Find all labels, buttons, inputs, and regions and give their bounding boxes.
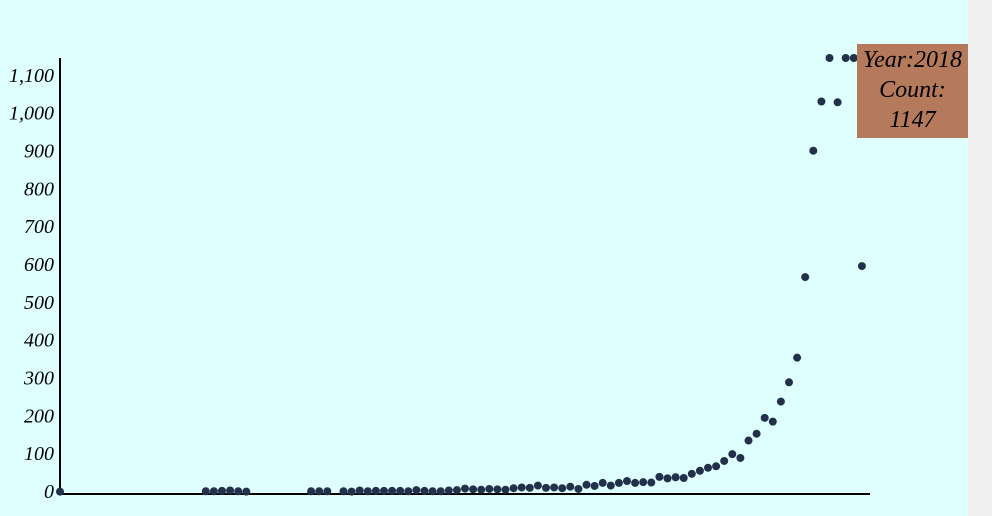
y-tick-label: 600	[24, 254, 54, 276]
data-point[interactable]	[825, 54, 834, 62]
data-point[interactable]	[218, 486, 226, 495]
data-point[interactable]	[720, 456, 729, 465]
tooltip-count-label: Count:	[879, 77, 946, 103]
data-point[interactable]	[809, 146, 818, 155]
data-point[interactable]	[736, 453, 745, 462]
data-point[interactable]	[461, 484, 469, 493]
data-point[interactable]	[679, 474, 688, 482]
data-point[interactable]	[728, 450, 737, 459]
y-tick-label: 200	[24, 405, 54, 427]
data-point[interactable]	[833, 98, 842, 107]
chart-area: 0 100 200 300 400 500 600 700 800 900 1,000 1,100 Y…	[0, 0, 968, 516]
data-point[interactable]	[226, 486, 235, 495]
data-point[interactable]	[695, 466, 704, 475]
data-point[interactable]	[849, 54, 858, 62]
data-point[interactable]	[323, 487, 332, 496]
data-point[interactable]	[56, 487, 64, 496]
data-point[interactable]	[315, 487, 324, 496]
tooltip-count-value: 1147	[889, 107, 936, 133]
data-point[interactable]	[760, 413, 769, 422]
data-point[interactable]	[525, 483, 534, 492]
data-point[interactable]	[550, 483, 559, 492]
vertical-scrollbar[interactable]	[968, 0, 992, 516]
y-tick-label: 300	[23, 367, 54, 389]
data-point[interactable]	[704, 463, 712, 472]
data-point[interactable]	[380, 486, 388, 495]
data-point[interactable]	[371, 486, 380, 495]
data-point[interactable]	[420, 486, 429, 495]
y-tick-label: 0	[44, 481, 54, 503]
data-point[interactable]	[242, 487, 251, 496]
y-tick-label: 900	[24, 140, 54, 162]
data-point[interactable]	[501, 485, 510, 494]
y-axis-ticks: 0 100 200 300 400 500 600 700 800 900 1,000 1,100	[9, 65, 54, 503]
y-tick-label: 400	[24, 330, 54, 352]
data-point[interactable]	[477, 485, 486, 494]
data-point[interactable]	[412, 486, 421, 495]
data-point[interactable]	[388, 486, 397, 495]
data-point[interactable]	[776, 397, 785, 406]
data-point[interactable]	[793, 353, 802, 362]
y-tick-label: 800	[24, 178, 54, 200]
data-point[interactable]	[347, 487, 356, 496]
data-point[interactable]	[590, 481, 599, 490]
data-point[interactable]	[785, 378, 793, 387]
data-point[interactable]	[817, 97, 826, 106]
data-points	[56, 54, 866, 496]
data-point[interactable]	[428, 487, 437, 496]
data-point[interactable]	[712, 462, 721, 471]
data-point[interactable]	[687, 469, 696, 478]
data-point[interactable]	[566, 482, 575, 491]
y-tick-label: 700	[24, 216, 54, 238]
data-point[interactable]	[841, 54, 850, 62]
data-point[interactable]	[631, 478, 640, 487]
data-point[interactable]	[558, 484, 567, 493]
data-tooltip: Year:2018 Count: 1147	[857, 44, 968, 138]
data-point[interactable]	[355, 486, 364, 495]
data-point[interactable]	[404, 487, 413, 496]
data-point[interactable]	[542, 483, 550, 492]
data-point[interactable]	[517, 483, 526, 492]
y-tick-label: 1,000	[9, 103, 54, 125]
data-point[interactable]	[671, 473, 680, 482]
y-tick-label: 1,100	[9, 65, 54, 87]
data-point[interactable]	[598, 478, 607, 487]
data-point[interactable]	[752, 429, 761, 438]
data-point[interactable]	[857, 262, 866, 271]
data-point[interactable]	[444, 486, 453, 495]
data-point[interactable]	[436, 487, 445, 496]
data-point[interactable]	[614, 478, 623, 487]
y-tick-label: 100	[24, 443, 54, 465]
y-tick-label: 500	[24, 292, 54, 314]
data-point[interactable]	[209, 487, 218, 496]
data-point[interactable]	[655, 472, 664, 481]
data-point[interactable]	[768, 417, 777, 426]
data-point[interactable]	[339, 487, 348, 496]
data-point[interactable]	[469, 485, 478, 494]
data-point[interactable]	[452, 486, 461, 495]
data-point[interactable]	[485, 484, 494, 493]
data-point[interactable]	[201, 487, 210, 496]
data-point[interactable]	[623, 477, 631, 486]
scatter-chart: 0 100 200 300 400 500 600 700 800 900 1,000 1,100	[9, 54, 870, 503]
data-point[interactable]	[307, 487, 316, 496]
data-point[interactable]	[663, 474, 672, 483]
data-point[interactable]	[639, 478, 648, 487]
data-point[interactable]	[234, 487, 243, 496]
data-point[interactable]	[533, 481, 542, 490]
data-point[interactable]	[574, 484, 583, 493]
data-point[interactable]	[396, 486, 405, 495]
data-point[interactable]	[606, 481, 615, 490]
data-point[interactable]	[493, 485, 502, 494]
data-point[interactable]	[363, 487, 372, 496]
data-point[interactable]	[801, 273, 810, 282]
data-point[interactable]	[744, 436, 753, 445]
data-point[interactable]	[582, 480, 591, 489]
data-point[interactable]	[647, 478, 656, 487]
data-point[interactable]	[509, 484, 518, 493]
tooltip-year: Year:2018	[862, 47, 963, 73]
